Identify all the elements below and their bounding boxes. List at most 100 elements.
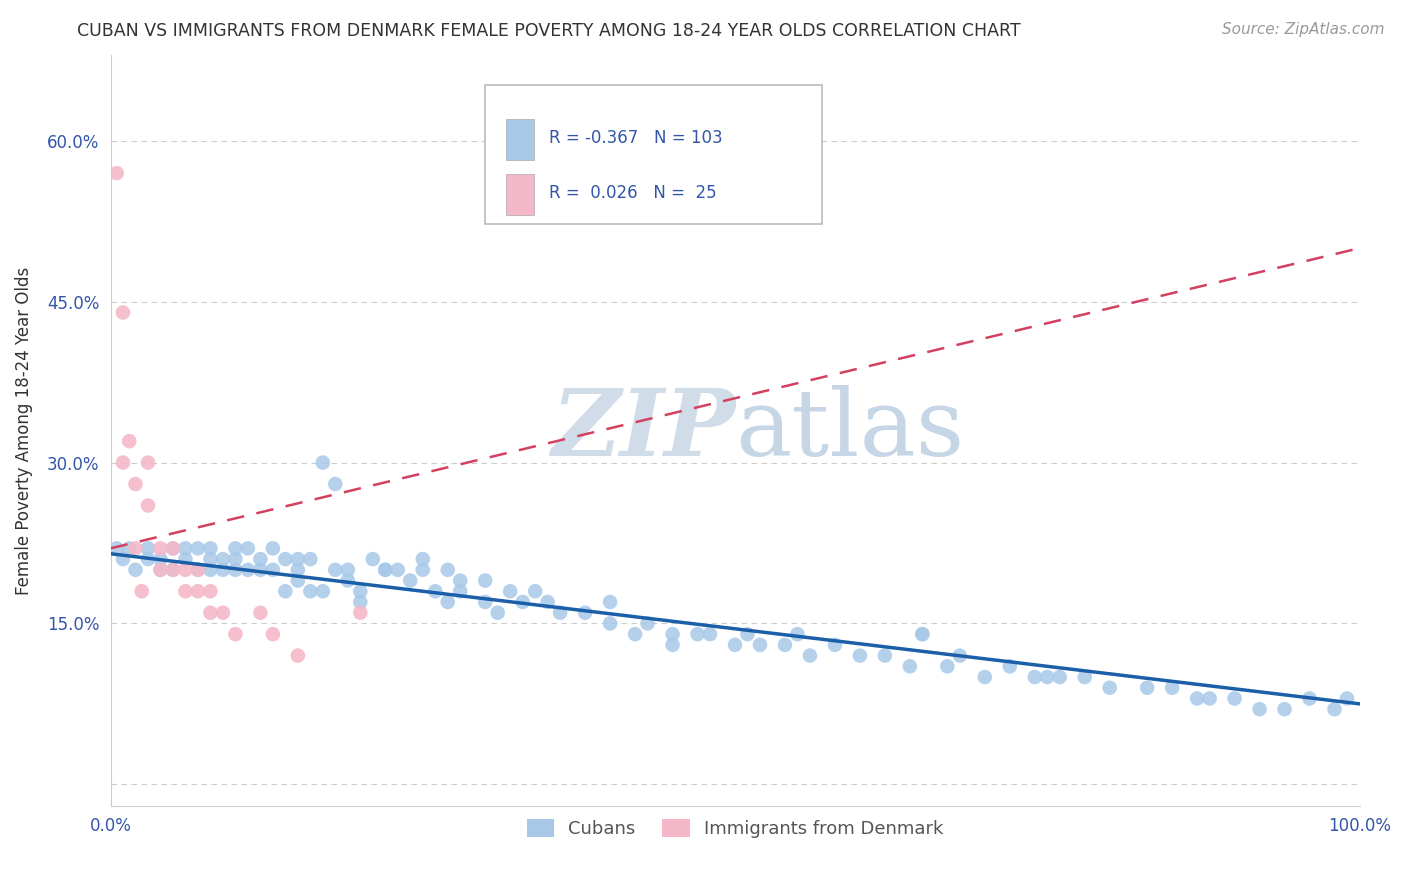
Point bbox=[1161, 681, 1184, 695]
Point bbox=[1223, 691, 1246, 706]
Point bbox=[131, 584, 153, 599]
Point bbox=[224, 552, 246, 566]
Point bbox=[412, 563, 434, 577]
Point bbox=[118, 541, 141, 556]
Point bbox=[162, 541, 184, 556]
Text: Source: ZipAtlas.com: Source: ZipAtlas.com bbox=[1222, 22, 1385, 37]
Point bbox=[724, 638, 747, 652]
Point bbox=[436, 595, 458, 609]
Text: CUBAN VS IMMIGRANTS FROM DENMARK FEMALE POVERTY AMONG 18-24 YEAR OLDS CORRELATIO: CUBAN VS IMMIGRANTS FROM DENMARK FEMALE … bbox=[77, 22, 1021, 40]
Point bbox=[574, 606, 596, 620]
Point bbox=[224, 563, 246, 577]
Point bbox=[399, 574, 422, 588]
Point bbox=[174, 563, 197, 577]
Point bbox=[262, 563, 284, 577]
Y-axis label: Female Poverty Among 18-24 Year Olds: Female Poverty Among 18-24 Year Olds bbox=[15, 267, 32, 595]
Point bbox=[124, 541, 146, 556]
Point bbox=[1136, 681, 1159, 695]
Point bbox=[200, 552, 222, 566]
Point bbox=[1049, 670, 1071, 684]
Point bbox=[773, 638, 796, 652]
Point bbox=[512, 595, 534, 609]
Point bbox=[436, 563, 458, 577]
Point bbox=[224, 541, 246, 556]
Point bbox=[1098, 681, 1121, 695]
Point bbox=[1024, 670, 1046, 684]
Point bbox=[162, 541, 184, 556]
Point bbox=[661, 638, 683, 652]
Point bbox=[299, 552, 322, 566]
Point bbox=[349, 584, 371, 599]
Point bbox=[599, 595, 621, 609]
Point bbox=[274, 584, 297, 599]
Point bbox=[149, 563, 172, 577]
Point bbox=[287, 563, 309, 577]
Point bbox=[661, 627, 683, 641]
Point bbox=[1036, 670, 1059, 684]
Point bbox=[1185, 691, 1208, 706]
Point bbox=[911, 627, 934, 641]
Point bbox=[111, 552, 134, 566]
Point bbox=[287, 574, 309, 588]
Point bbox=[124, 563, 146, 577]
Point bbox=[187, 563, 209, 577]
Point bbox=[624, 627, 647, 641]
Point bbox=[323, 563, 346, 577]
Point bbox=[274, 552, 297, 566]
Point bbox=[449, 574, 471, 588]
Text: R = -0.367   N = 103: R = -0.367 N = 103 bbox=[548, 128, 723, 146]
Point bbox=[336, 563, 359, 577]
Point bbox=[349, 606, 371, 620]
Point bbox=[249, 552, 271, 566]
FancyBboxPatch shape bbox=[485, 85, 823, 224]
Point bbox=[737, 627, 759, 641]
Point bbox=[287, 552, 309, 566]
Point bbox=[849, 648, 872, 663]
Point bbox=[499, 584, 522, 599]
Point bbox=[699, 627, 721, 641]
Point bbox=[162, 563, 184, 577]
Legend: Cubans, Immigrants from Denmark: Cubans, Immigrants from Denmark bbox=[519, 812, 950, 846]
Point bbox=[249, 606, 271, 620]
Point bbox=[174, 584, 197, 599]
Point bbox=[111, 456, 134, 470]
Point bbox=[212, 606, 235, 620]
Point bbox=[374, 563, 396, 577]
Point bbox=[187, 584, 209, 599]
Point bbox=[124, 477, 146, 491]
Text: atlas: atlas bbox=[735, 385, 965, 475]
Point bbox=[200, 563, 222, 577]
Point bbox=[312, 584, 335, 599]
Point bbox=[686, 627, 709, 641]
Text: ZIP: ZIP bbox=[551, 385, 735, 475]
FancyBboxPatch shape bbox=[506, 174, 534, 215]
Point bbox=[873, 648, 896, 663]
Point bbox=[799, 648, 821, 663]
Point bbox=[200, 606, 222, 620]
Point bbox=[1249, 702, 1271, 716]
Point bbox=[786, 627, 808, 641]
Point bbox=[349, 595, 371, 609]
Point bbox=[224, 627, 246, 641]
Point bbox=[287, 648, 309, 663]
Point bbox=[949, 648, 972, 663]
Point bbox=[200, 541, 222, 556]
Point bbox=[474, 595, 496, 609]
Point bbox=[973, 670, 995, 684]
Point bbox=[1323, 702, 1346, 716]
Point bbox=[236, 541, 259, 556]
Point bbox=[174, 541, 197, 556]
Point bbox=[548, 606, 571, 620]
Point bbox=[1298, 691, 1320, 706]
Point bbox=[474, 574, 496, 588]
Point bbox=[312, 456, 335, 470]
Point bbox=[824, 638, 846, 652]
Point bbox=[262, 627, 284, 641]
Point bbox=[1198, 691, 1220, 706]
Point bbox=[149, 563, 172, 577]
Point bbox=[599, 616, 621, 631]
Point bbox=[200, 584, 222, 599]
Point bbox=[187, 563, 209, 577]
Point bbox=[749, 638, 772, 652]
Point bbox=[1274, 702, 1296, 716]
